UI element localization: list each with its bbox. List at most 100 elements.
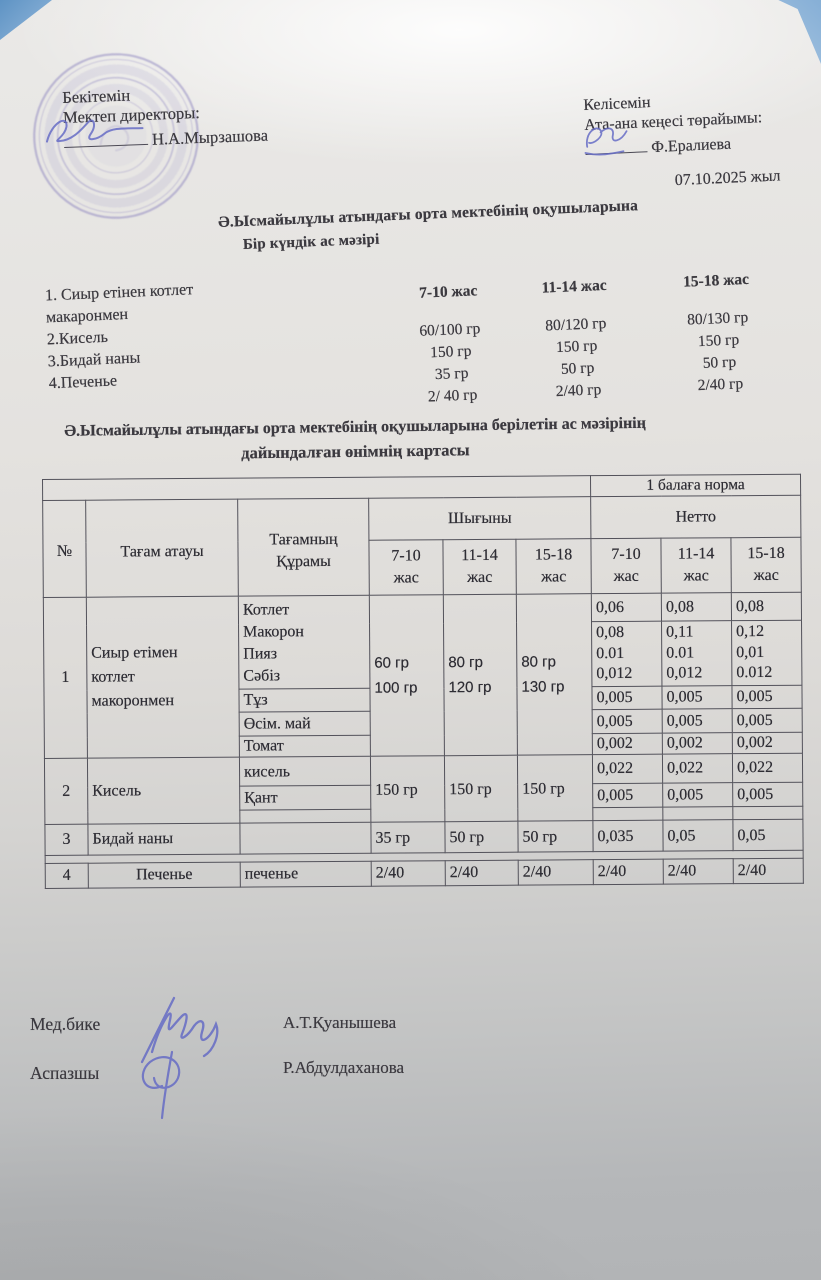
cook-role-label: Аспазшы <box>30 1063 100 1083</box>
nurse-role-label: Мед.бике <box>30 1014 101 1034</box>
cell-composition: Қант <box>239 785 371 811</box>
document-date: 07.10.2025 жыл <box>674 166 781 189</box>
card-subtitle: дайындалған өнімнің картасы <box>241 440 470 463</box>
cell-netto: 0,002 <box>662 732 733 755</box>
col-header-dish: Тағам атауы <box>85 499 239 598</box>
cell-netto: 0,08 0.01 0,012 <box>591 621 662 687</box>
approval-block-parent-council: Келісемін Ата-ана кеңесі төрайымы: Ф.Ера… <box>583 88 781 194</box>
portion-column-11-14: 80/120 гр 150 гр 50 гр 2/40 гр <box>520 312 634 405</box>
cook-name: Р.Абдулдаханова <box>283 1058 405 1077</box>
cell-output: 2/40 <box>445 860 519 886</box>
col-header-output: Шығыны <box>368 496 591 541</box>
cell-empty <box>239 809 371 824</box>
nurse-name: А.Т.Қуанышева <box>283 1013 397 1032</box>
cell-empty <box>662 806 733 821</box>
cell-netto: 0,005 <box>662 782 733 808</box>
cell-output: 150 гр <box>444 755 518 822</box>
product-card-table: 1 балаға норма № Тағам атауы Тағамның Құ… <box>42 474 804 889</box>
age-cell: 15-18 жас <box>515 538 592 595</box>
cell-no: 2 <box>44 758 88 825</box>
cell-empty <box>239 822 372 855</box>
age-cell: 7-10 жас <box>368 539 444 596</box>
cell-output: 2/40 <box>518 859 594 886</box>
age-cell: 11-14 жас <box>660 537 732 594</box>
cell-composition: кисель <box>239 756 371 787</box>
cell-netto: 0,05 <box>732 819 804 851</box>
cell-netto: 0,002 <box>732 732 803 754</box>
portion-column-7-10: 60/100 гр 150 гр 35 гр 2/ 40 гр <box>394 317 508 410</box>
age-cell: 15-18 жас <box>730 537 802 593</box>
card-title: Ә.Ысмайылұлы атындағы орта мектебінің оқ… <box>55 415 656 466</box>
age-cell: 11-14 жас <box>442 539 517 595</box>
age-header-15-18: 15-18 жас <box>682 270 750 291</box>
portion-value: 2/ 40 гр <box>427 386 478 406</box>
cell-output: 60 гр 100 гр <box>369 594 445 757</box>
cell-netto: 0,022 <box>732 753 803 783</box>
director-name: Н.А.Мырзашова <box>151 125 269 149</box>
cell-netto: 0,005 <box>591 686 663 710</box>
cell-output: 50 гр <box>444 821 519 853</box>
cell-composition: Томат <box>239 735 371 758</box>
cell-output: 35 гр <box>370 821 446 854</box>
cell-dish: Бидай наны <box>87 823 241 856</box>
nurse-signature <box>140 996 219 1064</box>
portion-value: 2/40 гр <box>555 381 602 401</box>
cell-netto: 0,035 <box>592 820 664 852</box>
cell-output: 80 гр 120 гр <box>443 594 518 756</box>
cell-output: 2/40 <box>371 860 446 887</box>
folder-corner-left <box>0 0 52 40</box>
cell-netto: 0,005 <box>662 708 733 734</box>
folder-corner-right <box>778 0 821 64</box>
daily-menu-section: 1. Сиыр етінен котлет макаронмен 2.Кисел… <box>30 238 796 440</box>
cell-output: 50 гр <box>517 820 594 853</box>
cell-netto: 0,005 <box>592 783 663 808</box>
cell-netto: 0,05 <box>662 819 734 852</box>
cell-netto: 0,005 <box>661 685 733 710</box>
cell-netto: 0,11 0.01 0,012 <box>661 620 732 687</box>
signature-line <box>585 139 648 155</box>
cell-netto: 2/40 <box>663 858 734 885</box>
cell-netto: 0,005 <box>732 708 803 733</box>
age-header-7-10: 7-10 жас <box>418 282 478 302</box>
cell-composition: Котлет Макорон Пияз Сәбіз <box>238 595 370 690</box>
cell-no: 4 <box>45 863 89 889</box>
cell-netto: 2/40 <box>733 858 804 884</box>
cell-no: 1 <box>43 597 88 759</box>
cook-signature <box>141 1050 181 1120</box>
cell-netto: 0,06 <box>591 593 662 622</box>
col-header-netto: Нетто <box>590 495 801 539</box>
cell-netto: 0,005 <box>731 685 803 709</box>
cell-no: 3 <box>44 824 89 856</box>
cell-dish: Кисель <box>87 757 240 825</box>
cell-output: 150 гр <box>370 755 445 823</box>
council-chair-name: Ф.Ералиева <box>650 135 732 157</box>
menu-title-line: Ә.Ысмайылұлы атындағы орта мектебінің оқ… <box>217 197 639 231</box>
age-cell: 7-10 жас <box>590 538 662 594</box>
age-header-11-14: 11-14 жас <box>541 276 608 297</box>
portion-value: 2/40 гр <box>697 375 744 395</box>
portion-column-15-18: 80/130 гр 150 гр 50 гр 2/40 гр <box>662 306 776 399</box>
cell-netto: 0,005 <box>592 709 663 734</box>
col-header-composition: Тағамның Құрамы <box>237 498 370 597</box>
table-row-header: № Тағам атауы Тағамның Құрамы Шығыны Нет… <box>42 495 801 598</box>
cell-empty <box>732 806 803 820</box>
cell-composition: Тұз <box>238 688 371 713</box>
signature-line <box>63 131 149 148</box>
cell-norm-header: 1 балаға норма <box>590 474 801 497</box>
cell-netto: 0,08 <box>661 592 732 622</box>
cell-output: 80 гр 130 гр <box>516 593 593 756</box>
cell-netto: 0,022 <box>662 753 733 784</box>
cell-netto: 0,12 0,01 0.012 <box>731 620 802 686</box>
cell-composition: печенье <box>240 861 372 888</box>
cell-empty <box>592 807 663 821</box>
cell-composition: Өсім. май <box>239 711 371 737</box>
cell-dish: Печенье <box>88 862 241 889</box>
cell-netto: 0,022 <box>592 754 663 784</box>
table-row-4: 4 Печенье печенье 2/40 2/40 2/40 2/40 2/… <box>45 858 804 889</box>
cell-dish: Сиыр етімен котлет макоронмен <box>86 596 240 759</box>
approval-block-director: Бекітемін Мектеп директоры: Н.А.Мырзашов… <box>45 81 269 153</box>
col-header-no: № <box>42 500 87 598</box>
cell-netto: 2/40 <box>593 859 664 885</box>
menu-items-list: 1. Сиыр етінен котлет макаронмен 2.Кисел… <box>45 277 254 395</box>
